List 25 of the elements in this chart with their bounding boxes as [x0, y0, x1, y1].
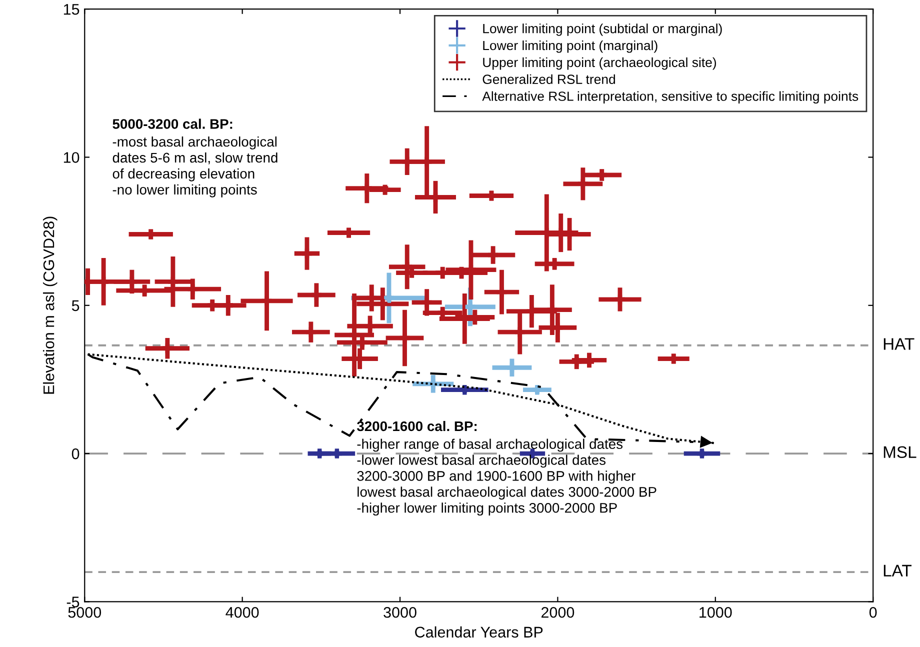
- y-axis-title: Elevation m asl (CGVD28): [42, 216, 58, 394]
- y-tick-label: 10: [64, 152, 80, 163]
- legend-label: Lower limiting point (subtidal or marginal): [483, 24, 722, 36]
- y-tick-label: 5: [72, 300, 80, 312]
- legend-label: Generalized RSL trend: [482, 74, 616, 84]
- legend-label: Lower limiting point (marginal): [483, 40, 658, 53]
- x-axis-title: Calendar Years BP: [415, 626, 543, 638]
- annotation: -higher range of basal archaeological dates -lower lowest basal archaeological dates 3200-3000 BP and 1900-1600 BP with higher lowest basal archaeological dates 3000-2000 BP -higher lower limiting points 3000-2000 BP: [357, 438, 656, 516]
- annotation: 5000-3200 cal. BP:: [112, 118, 232, 129]
- y-tick-label: 0: [72, 448, 80, 460]
- y-tick-label: -5: [66, 596, 80, 608]
- ref-line-label: LAT: [884, 564, 912, 576]
- x-tick-label: 5000: [68, 606, 102, 618]
- x-tick-label: 3000: [384, 606, 416, 618]
- legend-label: Alternative RSL interpretation, sensitive to specific limiting points: [482, 91, 858, 104]
- annotation: -most basal archaeological dates 5-6 m asl, slow trend of decreasing elevation -no lower limiting points: [112, 136, 278, 198]
- ref-line-label: HAT: [884, 338, 914, 350]
- ref-line-label: MSL: [884, 446, 916, 458]
- x-tick-label: 2000: [541, 606, 574, 618]
- y-tick-label: 15: [64, 4, 80, 15]
- x-tick-label: 0: [869, 606, 877, 618]
- x-tick-label: 1000: [700, 606, 732, 618]
- annotation: 3200-1600 cal. BP:: [356, 420, 477, 432]
- legend-label: Upper limiting point (archaeological site): [483, 57, 716, 70]
- x-tick-label: 4000: [226, 606, 259, 618]
